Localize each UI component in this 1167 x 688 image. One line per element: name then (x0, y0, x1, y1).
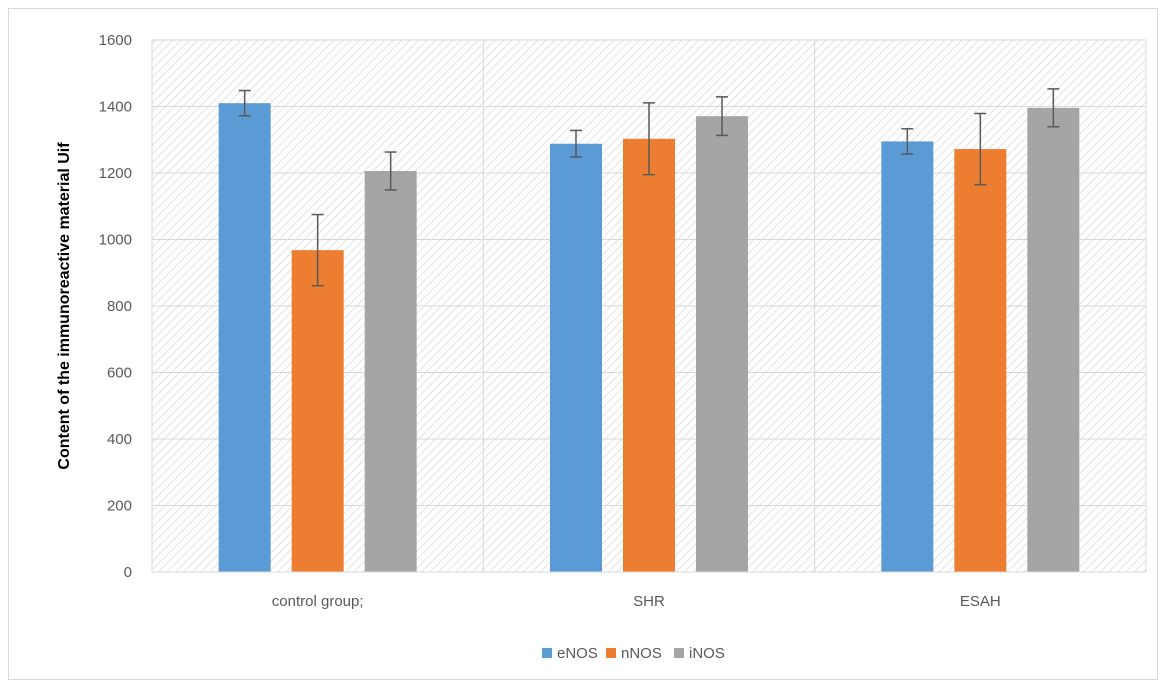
bar-nNOS-2 (954, 149, 1007, 572)
y-tick-label: 1200 (99, 165, 132, 182)
y-axis-label: Content of the immunoreactive material U… (56, 142, 73, 470)
y-tick-label: 200 (107, 498, 132, 515)
y-tick-label: 1000 (99, 232, 132, 249)
legend-swatch-nNOS (606, 648, 616, 658)
bar-eNOS-0 (218, 103, 271, 573)
legend-label: eNOS (557, 645, 598, 662)
bar-eNOS-2 (881, 141, 934, 572)
y-tick-label: 1400 (99, 99, 132, 116)
y-tick-label: 600 (107, 365, 132, 382)
y-tick-label: 800 (107, 298, 132, 315)
bar-eNOS-1 (550, 143, 602, 573)
x-tick-label: control group; (272, 593, 364, 610)
legend-label: nNOS (621, 645, 662, 662)
bar-iNOS-2 (1027, 107, 1080, 572)
bar-nNOS-1 (623, 138, 675, 572)
y-tick-label: 1600 (99, 32, 132, 49)
bar-iNOS-1 (696, 116, 748, 572)
y-tick-label: 0 (124, 564, 132, 581)
x-tick-label: SHR (633, 593, 665, 610)
legend-swatch-eNOS (542, 648, 552, 658)
legend-label: iNOS (689, 645, 725, 662)
bar-nNOS-0 (291, 250, 344, 572)
x-tick-label: ESAH (960, 593, 1001, 610)
bar-iNOS-0 (364, 171, 417, 572)
y-tick-label: 400 (107, 431, 132, 448)
legend-swatch-iNOS (674, 648, 684, 658)
